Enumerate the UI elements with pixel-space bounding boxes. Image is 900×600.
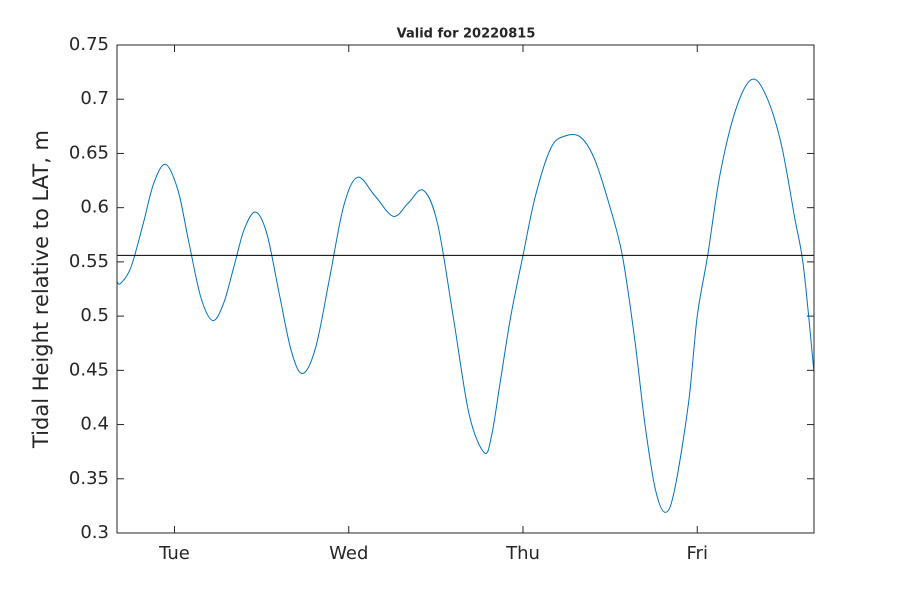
x-tick-label: Wed [329, 543, 368, 564]
tide-line [116, 78, 815, 513]
y-tick-label: 0.35 [69, 468, 109, 489]
y-axis-label: Tidal Height relative to LAT, m [29, 130, 53, 449]
x-tick-label: Fri [687, 543, 708, 564]
x-tick-label: Thu [505, 543, 540, 564]
y-tick-label: 0.75 [69, 34, 109, 55]
y-tick-label: 0.7 [80, 88, 109, 109]
y-tick-label: 0.4 [80, 414, 109, 435]
x-tick-label: Tue [158, 543, 190, 564]
y-tick-label: 0.5 [80, 305, 109, 326]
y-tick-label: 0.65 [69, 142, 109, 163]
chart-title: Valid for 20220815 [397, 27, 536, 42]
y-tick-label: 0.6 [80, 197, 109, 218]
plot-frame [116, 44, 815, 534]
y-tick-label: 0.3 [80, 522, 109, 543]
y-tick-label: 0.55 [69, 251, 109, 272]
y-tick-label: 0.45 [69, 359, 109, 380]
